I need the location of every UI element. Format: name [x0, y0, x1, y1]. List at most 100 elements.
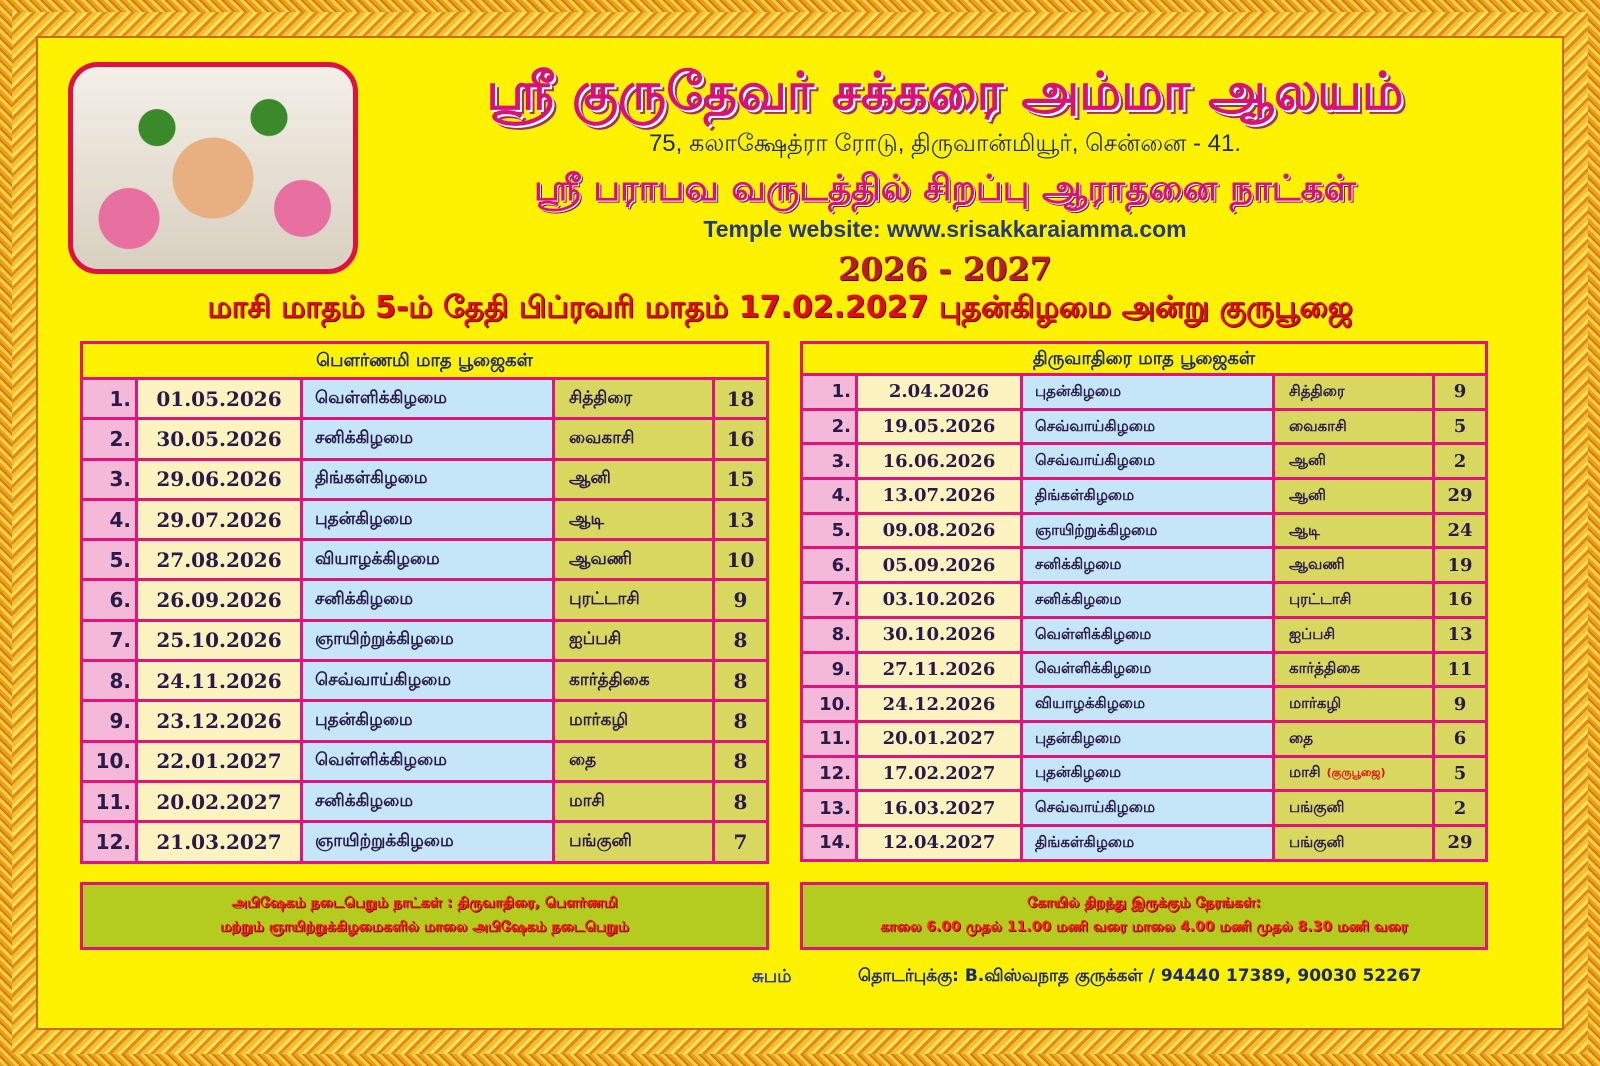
row-date-text: 30.05.2026 [156, 426, 282, 451]
row-weekday: புதன்கிழமை [1023, 376, 1272, 408]
row-index: 10. [803, 688, 855, 720]
row-tamil-month: கார்த்திகை [1275, 653, 1432, 686]
row-weekday: செவ்வாய்கிழமை [1023, 445, 1272, 478]
row-tamil-month: ஐப்பசி [1275, 618, 1432, 651]
row-tamil-month-text: சித்திரை [1289, 381, 1345, 400]
row-tamil-day-text: 10 [726, 547, 755, 572]
row-weekday-text: செவ்வாய்கிழமை [315, 669, 452, 690]
row-date-text: 26.09.2026 [156, 588, 282, 613]
row-tamil-month: ஆடி [555, 500, 712, 539]
row-date-text: 27.08.2026 [156, 547, 282, 572]
row-date-text: 2.04.2026 [888, 381, 990, 403]
row-tamil-month: பங்குனி [555, 823, 712, 861]
row-date: 23.12.2026 [138, 702, 300, 740]
row-tamil-day-text: 29 [1447, 832, 1473, 854]
row-tamil-month-text: ஆனி [1289, 485, 1326, 504]
row-weekday-text: செவ்வாய்கிழமை [1035, 451, 1156, 470]
row-tamil-day-text: 8 [733, 668, 748, 693]
row-weekday-text: வியாழக்கிழமை [1035, 694, 1146, 713]
row-tamil-day-text: 24 [1447, 520, 1473, 542]
row-tamil-month-text: பங்குனி [1289, 832, 1345, 851]
row-weekday: சனிக்கிழமை [1023, 549, 1272, 582]
row-tamil-month-text: கார்த்திகை [1289, 659, 1361, 678]
thiruvathirai-table: திருவாதிரை மாத பூஜைகள் 1. 2.04.2026 புதன்க… [800, 341, 1488, 862]
row-tamil-day: 2 [1435, 792, 1485, 824]
row-weekday: செவ்வாய்கிழமை [1023, 792, 1272, 824]
row-tamil-month: ஆவணி [1275, 549, 1432, 582]
row-index-text: 10. [95, 749, 131, 774]
row-index: 6. [803, 549, 855, 582]
row-date-text: 25.10.2026 [156, 628, 282, 653]
row-date-text: 23.12.2026 [156, 709, 282, 734]
row-date: 26.09.2026 [138, 581, 300, 619]
row-date: 01.05.2026 [138, 380, 300, 418]
row-index-text: 6. [109, 588, 131, 613]
timings-text: காலை 6.00 முதல் 11.00 மணி வரை மாலை 4.00 … [880, 919, 1408, 935]
row-tamil-month-text: பங்குனி [569, 830, 632, 851]
abhishekam-line-2: மற்றும் ஞாயிற்றுக்கிழமைகளில் மாலை அபிஷேக… [220, 919, 629, 935]
row-tamil-month-text: வைகாசி [569, 427, 635, 448]
row-date: 2.04.2026 [858, 376, 1020, 408]
row-weekday-text: புதன்கிழமை [1035, 763, 1122, 782]
row-tamil-month-text: புரட்டாசி [1289, 589, 1352, 608]
row-date-text: 09.08.2026 [882, 520, 996, 542]
row-index: 10. [83, 742, 135, 780]
row-index: 3. [83, 460, 135, 498]
table-title: பௌர்ணமி மாத பூஜைகள் [83, 344, 766, 380]
row-tamil-day-text: 16 [1447, 589, 1473, 611]
row-weekday-text: புதன்கிழமை [1035, 728, 1122, 747]
row-tamil-day: 11 [1435, 653, 1485, 686]
contact-info: தொடர்புக்கு: B.விஸ்வநாத குருக்கள் / 9444… [858, 966, 1422, 986]
row-weekday-text: திங்கள்கிழமை [315, 468, 428, 489]
row-weekday-text: வெள்ளிக்கிழமை [1035, 659, 1152, 678]
table-row: 9. 23.12.2026 புதன்கிழமை மார்கழி 8 [83, 702, 766, 740]
row-index: 8. [803, 618, 855, 651]
row-tamil-day-text: 8 [733, 749, 748, 774]
row-tamil-month: பங்குனி [1275, 792, 1432, 824]
row-tamil-day-text: 29 [1447, 485, 1473, 507]
row-index: 5. [803, 514, 855, 547]
row-tamil-month: சித்திரை [555, 380, 712, 418]
subtitle: ஸ்ரீ பராபவ வருடத்தில் சிறப்பு ஆராதனை நாட… [534, 168, 1356, 209]
row-weekday: வெள்ளிக்கிழமை [1023, 618, 1272, 651]
row-tamil-month: மாசி (குருபூஜை) [1275, 757, 1432, 790]
row-weekday-text: சனிக்கிழமை [1035, 589, 1122, 608]
row-weekday: திங்கள்கிழமை [1023, 480, 1272, 512]
table-row: 8. 30.10.2026 வெள்ளிக்கிழமை ஐப்பசி 13 [803, 618, 1485, 651]
table-row: 5. 27.08.2026 வியாழக்கிழமை ஆவணி 10 [83, 541, 766, 579]
row-tamil-month: சித்திரை [1275, 376, 1432, 408]
deity-photo [68, 62, 358, 274]
row-tamil-day-text: 8 [733, 789, 748, 814]
row-weekday: திங்கள்கிழமை [1023, 826, 1272, 859]
table-row: 4. 13.07.2026 திங்கள்கிழமை ஆனி 29 [803, 480, 1485, 512]
row-weekday: சனிக்கிழமை [303, 581, 552, 619]
row-index: 3. [803, 445, 855, 478]
gurupooja-note: (குருபூஜை) [1326, 765, 1386, 779]
table-row: 7. 03.10.2026 சனிக்கிழமை புரட்டாசி 16 [803, 584, 1485, 616]
table-row: 12. 21.03.2027 ஞாயிற்றுக்கிழமை பங்குனி 7 [83, 823, 766, 861]
row-tamil-day: 5 [1435, 410, 1485, 443]
row-weekday: செவ்வாய்கிழமை [303, 662, 552, 700]
row-index: 5. [83, 541, 135, 579]
row-tamil-day: 19 [1435, 549, 1485, 582]
row-index: 13. [803, 792, 855, 824]
row-tamil-day: 7 [715, 823, 766, 861]
row-index: 1. [803, 376, 855, 408]
temple-timings: கோயில் திறந்து இருக்கும் நேரங்கள்: காலை … [800, 882, 1488, 950]
row-tamil-month-text: ஆவணி [569, 548, 633, 569]
row-tamil-day: 8 [715, 621, 766, 660]
row-tamil-month-text: ஆடி [569, 508, 605, 529]
row-tamil-day: 9 [1435, 688, 1485, 720]
row-tamil-month-text: மார்கழி [569, 710, 629, 731]
row-index-text: 5. [831, 520, 851, 542]
row-index-text: 11. [819, 728, 851, 750]
row-date-text: 24.12.2026 [882, 693, 996, 715]
table-row: 14. 12.04.2027 திங்கள்கிழமை பங்குனி 29 [803, 826, 1485, 859]
row-date: 20.01.2027 [858, 722, 1020, 755]
table-row: 10. 22.01.2027 வெள்ளிக்கிழமை தை 8 [83, 742, 766, 780]
table-row: 9. 27.11.2026 வெள்ளிக்கிழமை கார்த்திகை 11 [803, 653, 1485, 686]
row-tamil-day: 9 [1435, 376, 1485, 408]
row-index-text: 3. [831, 450, 851, 472]
row-date-text: 12.04.2027 [882, 832, 996, 854]
row-weekday-text: சனிக்கிழமை [315, 589, 413, 610]
